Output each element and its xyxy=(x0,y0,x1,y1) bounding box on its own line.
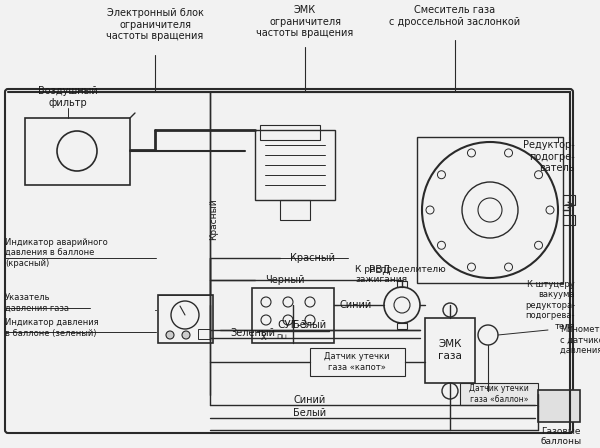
Text: Синий: Синий xyxy=(340,300,372,310)
Text: Указатель
давления газа: Указатель давления газа xyxy=(5,293,69,313)
Bar xyxy=(280,200,310,220)
Bar xyxy=(260,125,320,140)
Bar xyxy=(563,215,575,225)
Text: К штуцеру
вакуума
редуктора-
подогрева-
теля: К штуцеру вакуума редуктора- подогрева- … xyxy=(525,280,575,331)
Text: Датчик утечки
газа «баллон»: Датчик утечки газа «баллон» xyxy=(469,384,529,404)
Bar xyxy=(198,329,210,339)
Text: Индикатор давления
в баллоне (зеленый): Индикатор давления в баллоне (зеленый) xyxy=(5,318,98,338)
Text: РВД: РВД xyxy=(369,265,391,275)
Text: ЭМК
газа: ЭМК газа xyxy=(438,339,462,361)
Text: Индикатор аварийного
давления в баллоне
(красный): Индикатор аварийного давления в баллоне … xyxy=(5,238,108,268)
Text: ⊓⊔: ⊓⊔ xyxy=(277,334,287,340)
Text: К распределителю
зажигания: К распределителю зажигания xyxy=(355,265,446,284)
Circle shape xyxy=(182,331,190,339)
Text: Черный: Черный xyxy=(265,275,305,285)
Text: Белый: Белый xyxy=(293,320,326,330)
Bar xyxy=(25,118,130,185)
Bar xyxy=(255,130,335,200)
Bar xyxy=(538,390,580,422)
Bar xyxy=(397,281,407,287)
Text: Смеситель газа
с дроссельной заслонкой: Смеситель газа с дроссельной заслонкой xyxy=(389,5,521,26)
Bar xyxy=(252,288,334,343)
Bar xyxy=(310,348,405,376)
Text: Электронный блок
ограничителя
частоты вращения: Электронный блок ограничителя частоты вр… xyxy=(106,8,203,41)
Bar xyxy=(158,295,213,343)
Circle shape xyxy=(166,331,174,339)
Text: Манометр
с датчиком
давления газа: Манометр с датчиком давления газа xyxy=(560,325,600,355)
Text: Газовые
баллоны: Газовые баллоны xyxy=(541,427,581,446)
Text: Красный: Красный xyxy=(209,198,218,240)
Text: Редуктор-
подогре-
ватель: Редуктор- подогре- ватель xyxy=(523,140,575,173)
Text: Воздушный
фильтр: Воздушный фильтр xyxy=(38,86,98,108)
Bar xyxy=(425,318,475,383)
Text: Белый: Белый xyxy=(293,408,326,418)
Bar xyxy=(563,195,575,205)
Text: Датчик утечки
газа «капот»: Датчик утечки газа «капот» xyxy=(324,352,390,372)
Text: СУГ-3: СУГ-3 xyxy=(278,320,308,330)
Text: Синий: Синий xyxy=(294,395,326,405)
Bar xyxy=(397,323,407,329)
Text: ЭМК
ограничителя
частоты вращения: ЭМК ограничителя частоты вращения xyxy=(256,5,353,38)
Bar xyxy=(417,137,563,283)
Text: Зеленый: Зеленый xyxy=(230,328,275,338)
Bar xyxy=(460,383,538,405)
Text: X: X xyxy=(261,332,267,341)
Text: Красный: Красный xyxy=(290,253,335,263)
